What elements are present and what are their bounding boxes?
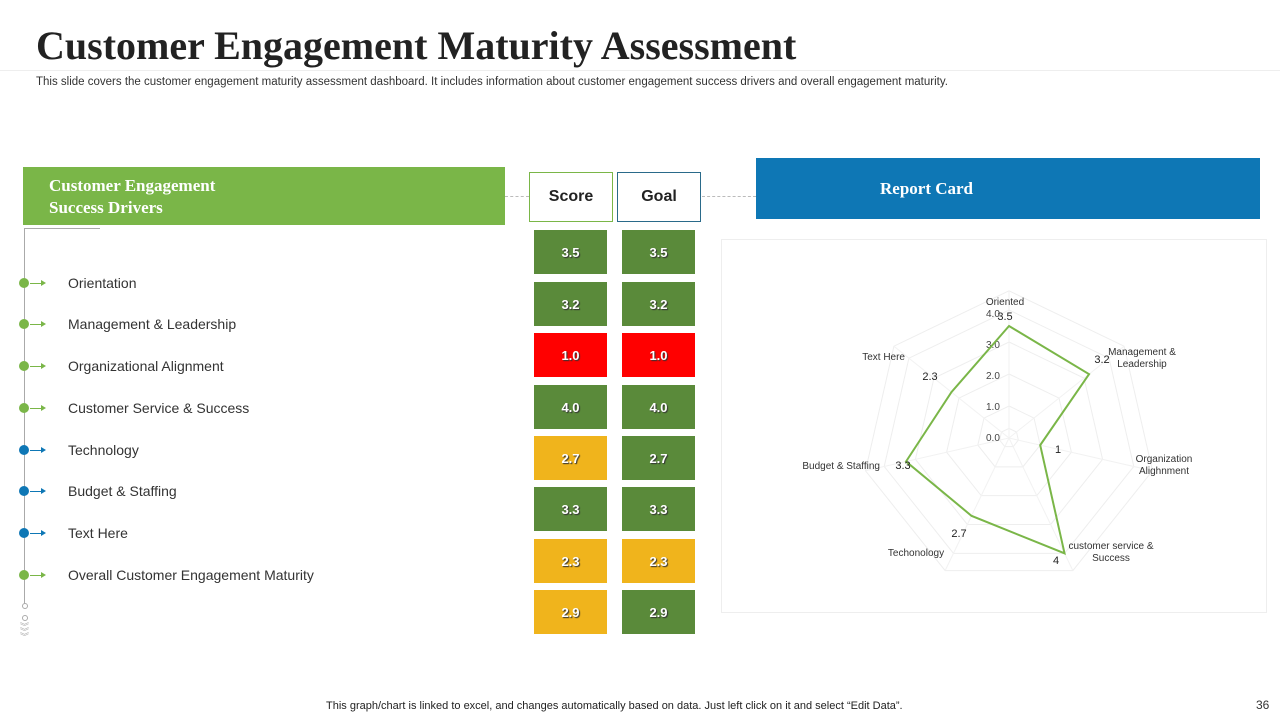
bullet-dot-icon	[19, 445, 29, 455]
driver-label: Budget & Staffing	[68, 483, 177, 499]
value-label: 1	[1055, 444, 1061, 456]
timeline-top	[24, 228, 100, 229]
connector-line	[505, 196, 529, 197]
drivers-header: Customer Engagement Success Drivers	[23, 167, 505, 225]
driver-label: Overall Customer Engagement Maturity	[68, 567, 314, 583]
score-cell: 2.9	[534, 590, 607, 634]
page-number: 36	[1256, 698, 1270, 712]
value-label: 2.3	[922, 371, 937, 383]
arrow-right-icon	[30, 571, 46, 578]
value-label: 2.7	[951, 528, 966, 540]
subtitle: This slide covers the customer engagemen…	[36, 76, 948, 88]
grid-ring	[914, 341, 1104, 525]
arrow-right-icon	[30, 529, 46, 536]
goal-cell: 1.0	[622, 333, 695, 377]
category-label: Management & Leadership	[1108, 347, 1176, 370]
drivers-header-line1: Customer Engagement	[49, 176, 216, 195]
score-cell: 2.3	[534, 539, 607, 583]
grid-ring	[946, 373, 1072, 497]
driver-label: Customer Service & Success	[68, 400, 250, 416]
score-cell: 3.2	[534, 282, 607, 326]
score-cell: 3.5	[534, 230, 607, 274]
score-cell: 2.7	[534, 436, 607, 480]
tick-label: 2.0	[986, 371, 1000, 382]
value-label: 3.3	[895, 460, 910, 472]
arrow-right-icon	[30, 404, 46, 411]
goal-cell: 2.7	[622, 436, 695, 480]
tick-label: 0.0	[986, 433, 1000, 444]
grid-spoke	[944, 437, 1010, 571]
value-label: 3.2	[1094, 354, 1109, 366]
category-label: Techonology	[888, 548, 944, 559]
grid-spoke	[1008, 437, 1153, 472]
arrow-right-icon	[30, 487, 46, 494]
category-label: customer service & Success	[1068, 541, 1153, 564]
driver-label: Text Here	[68, 525, 128, 541]
grid-ring	[883, 309, 1135, 554]
driver-label: Management & Leadership	[68, 316, 237, 332]
goal-header: Goal	[617, 172, 701, 222]
driver-item: Organizational Alignment	[19, 356, 224, 376]
score-cell: 1.0	[534, 333, 607, 377]
driver-item: Text Here	[19, 523, 128, 543]
bullet-dot-icon	[19, 319, 29, 329]
goal-cell: 3.3	[622, 487, 695, 531]
category-label: Text Here	[862, 352, 905, 363]
bullet-dot-icon	[19, 528, 29, 538]
tick-label: 1.0	[986, 402, 1000, 413]
category-label: Budget & Staffing	[802, 461, 880, 472]
chevrons-down-icon: ︾ ︾ ︾	[20, 622, 30, 642]
driver-item: Management & Leadership	[19, 314, 236, 334]
report-card-header: Report Card	[756, 158, 1260, 219]
goal-cell: 2.3	[622, 539, 695, 583]
grid-spoke	[1008, 437, 1074, 571]
series-line	[904, 324, 1091, 555]
category-label: Organization Alighnment	[1136, 454, 1193, 477]
arrow-right-icon	[30, 446, 46, 453]
category-label: Oriented	[986, 297, 1024, 308]
arrow-right-icon	[30, 279, 46, 286]
circle-icon	[22, 603, 28, 609]
bullet-dot-icon	[19, 278, 29, 288]
circle-icon	[22, 615, 28, 621]
driver-label: Orientation	[68, 275, 137, 291]
score-cell: 4.0	[534, 385, 607, 429]
divider	[0, 70, 1280, 71]
goal-cell: 3.5	[622, 230, 695, 274]
arrow-right-icon	[30, 320, 46, 327]
footer-note: This graph/chart is linked to excel, and…	[326, 700, 903, 712]
driver-label: Organizational Alignment	[68, 358, 224, 374]
value-label: 4	[1053, 555, 1059, 567]
score-header: Score	[529, 172, 613, 222]
score-cell: 3.3	[534, 487, 607, 531]
page-title: Customer Engagement Maturity Assessment	[36, 23, 797, 68]
drivers-header-line2: Success Drivers	[49, 198, 163, 217]
radar-chart-box[interactable]: 0.0 1.0 2.0 3.0 4.0 Oriented Management & Leade…	[721, 239, 1267, 613]
driver-item: Customer Service & Success	[19, 398, 249, 418]
bullet-dot-icon	[19, 486, 29, 496]
goal-cell: 4.0	[622, 385, 695, 429]
driver-item: Budget & Staffing	[19, 481, 177, 501]
driver-label: Technology	[68, 442, 139, 458]
tick-label: 4.0	[986, 309, 1000, 320]
value-label: 3.5	[997, 311, 1012, 323]
grid-spoke	[1008, 345, 1125, 439]
goal-cell: 2.9	[622, 590, 695, 634]
driver-item: Overall Customer Engagement Maturity	[19, 565, 314, 585]
connector-line	[702, 196, 756, 197]
grid-spoke	[865, 437, 1010, 472]
grid-ring	[977, 405, 1041, 468]
driver-item: Technology	[19, 440, 139, 460]
bullet-dot-icon	[19, 570, 29, 580]
grid-ring	[864, 290, 1154, 572]
driver-item: Orientation	[19, 273, 136, 293]
grid-ring	[999, 427, 1019, 448]
goal-cell: 3.2	[622, 282, 695, 326]
timeline-line	[24, 228, 25, 604]
bullet-dot-icon	[19, 361, 29, 371]
arrow-right-icon	[30, 362, 46, 369]
bullet-dot-icon	[19, 403, 29, 413]
